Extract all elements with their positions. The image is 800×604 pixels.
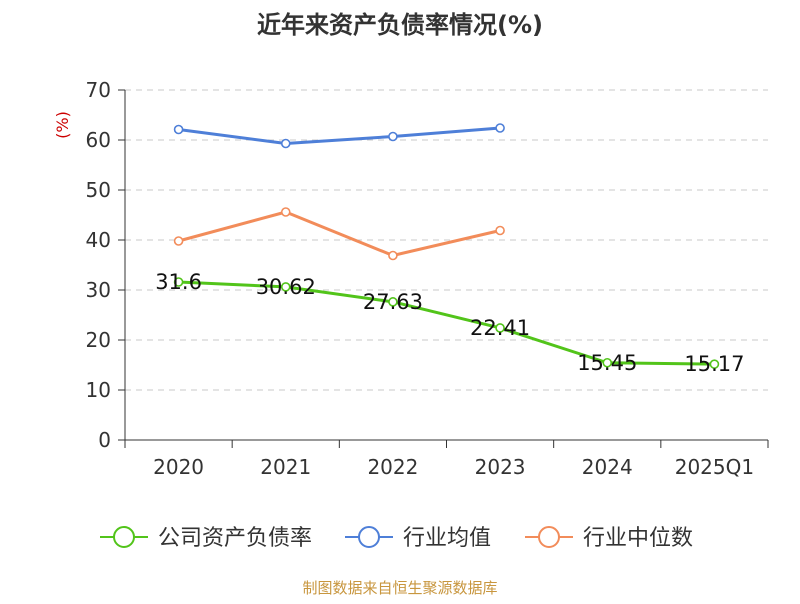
legend-marker bbox=[113, 526, 135, 548]
axis-layer: 0 10 20 30 40 50 60 70 2020 2021 2022 2023 2024 2025Q… bbox=[86, 78, 769, 479]
data-point bbox=[495, 123, 505, 133]
x-tick-label: 2025Q1 bbox=[675, 455, 754, 479]
data-point bbox=[280, 138, 291, 149]
legend-marker bbox=[358, 526, 380, 548]
legend-label: 行业均值 bbox=[403, 526, 491, 551]
x-tick-label: 2024 bbox=[582, 455, 633, 479]
data-label: 31.6 bbox=[155, 270, 202, 294]
y-tick-label: 20 bbox=[86, 328, 111, 352]
series-line bbox=[178, 280, 715, 366]
source-note: 制图数据来自恒生聚源数据库 bbox=[302, 579, 497, 597]
data-point bbox=[709, 359, 720, 369]
data-point bbox=[388, 131, 398, 142]
series-layer bbox=[173, 123, 720, 369]
chart-title: 近年来资产负债率情况(%) bbox=[257, 11, 543, 39]
y-tick-label: 40 bbox=[86, 228, 111, 252]
data-point bbox=[388, 297, 398, 307]
data-point bbox=[173, 124, 184, 135]
series-line bbox=[178, 210, 501, 257]
data-label: 22.41 bbox=[470, 316, 530, 340]
data-label: 27.63 bbox=[363, 290, 423, 314]
y-tick-label: 30 bbox=[86, 278, 111, 302]
legend-item: 公司资产负债率 bbox=[100, 526, 312, 551]
data-label: 30.62 bbox=[256, 275, 316, 299]
data-point bbox=[173, 236, 184, 246]
data-point bbox=[495, 225, 505, 236]
data-label-layer: 31.6 30.62 27.63 22.41 15.45 15.17 bbox=[155, 270, 744, 376]
legend: 公司资产负债率 行业均值 行业中位数 bbox=[100, 526, 693, 551]
legend-item: 行业均值 bbox=[345, 526, 491, 551]
legend-marker bbox=[538, 526, 560, 548]
y-tick-label: 10 bbox=[86, 378, 111, 402]
y-tick-label: 0 bbox=[98, 428, 111, 452]
y-tick-label: 50 bbox=[86, 178, 111, 202]
y-axis-label: (%) bbox=[53, 111, 72, 139]
data-point bbox=[602, 357, 613, 368]
data-point bbox=[173, 277, 184, 287]
x-tick-label: 2023 bbox=[475, 455, 526, 479]
legend-item: 行业中位数 bbox=[525, 526, 693, 551]
data-point bbox=[495, 323, 505, 333]
data-label: 15.17 bbox=[684, 352, 744, 376]
data-point bbox=[280, 282, 291, 292]
data-label: 15.45 bbox=[577, 351, 637, 375]
legend-label: 行业中位数 bbox=[583, 526, 693, 551]
series-line bbox=[178, 126, 501, 145]
x-tick-label: 2022 bbox=[367, 455, 418, 479]
data-point bbox=[280, 207, 291, 217]
grid-layer bbox=[125, 89, 768, 391]
y-tick-label: 70 bbox=[86, 78, 111, 102]
x-tick-label: 2020 bbox=[153, 455, 204, 479]
legend-label: 公司资产负债率 bbox=[158, 526, 312, 551]
y-tick-label: 60 bbox=[86, 128, 111, 152]
data-point bbox=[388, 250, 398, 261]
x-tick-label: 2021 bbox=[260, 455, 311, 479]
